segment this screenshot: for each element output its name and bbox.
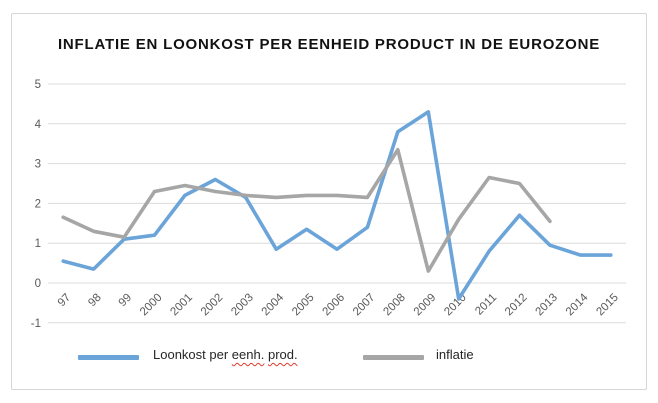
chart-title: INFLATIE EN LOONKOST PER EENHEID PRODUCT… [57,36,601,53]
y-axis-tick-label: 5 [35,79,41,91]
chart-legend: Loonkost per eenh. prod. inflatie [12,14,646,389]
legend-label-loonkost: Loonkost per eenh. prod. [153,347,298,362]
legend-label-inflatie: inflatie [436,347,474,362]
series-line-loonkost [61,110,613,301]
series-line-inflatie [61,147,552,273]
legend-label-loonkost-word2: prod. [267,347,298,362]
y-axis-tick-label: 4 [35,119,42,131]
legend-label-loonkost-word1: eenh. [231,347,265,362]
legend-swatch-inflatie [363,355,424,360]
y-axis-tick-label: 0 [35,278,41,290]
legend-swatch-loonkost [78,355,139,360]
chart-container: INFLATIE EN LOONKOST PER EENHEID PRODUCT… [11,13,647,390]
legend-label-loonkost-prefix: Loonkost per [153,347,229,362]
y-axis-tick-label: 2 [35,198,41,210]
y-axis-tick-label: -1 [31,318,41,330]
y-axis-tick-label: 3 [35,159,41,171]
y-axis-tick-label: 1 [35,238,41,250]
